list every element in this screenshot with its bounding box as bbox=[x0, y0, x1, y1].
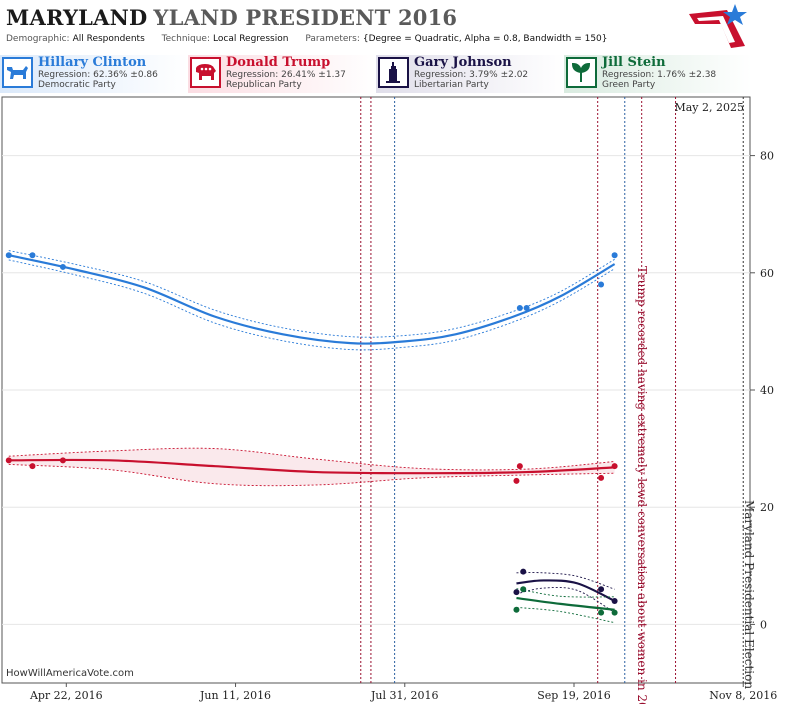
poll-point bbox=[523, 304, 530, 311]
y-tick-label: 40 bbox=[760, 384, 774, 397]
title-rest: YLAND PRESIDENT 2016 bbox=[153, 5, 458, 30]
poll-point bbox=[29, 252, 36, 259]
poll-point bbox=[59, 457, 66, 464]
param-value: Local Regression bbox=[213, 34, 289, 44]
poll-point bbox=[5, 457, 12, 464]
donkey-icon bbox=[2, 57, 33, 88]
param-key: Technique: bbox=[161, 34, 211, 44]
page-title: MARYLAND YLAND PRESIDENT 2016 bbox=[6, 5, 457, 30]
legend-item-johnson[interactable]: Gary Johnson Regression: 3.79% ±2.02 Lib… bbox=[376, 55, 564, 93]
legend-item-trump[interactable]: Donald Trump Regression: 26.41% ±1.37 Re… bbox=[188, 55, 376, 93]
poll-point bbox=[516, 463, 523, 470]
legend-regression: Regression: 3.79% ±2.02 bbox=[414, 70, 529, 80]
poll-point bbox=[611, 463, 618, 470]
poll-point bbox=[520, 568, 527, 575]
title-main: MARYLAND bbox=[6, 5, 148, 30]
y-tick-label: 80 bbox=[760, 150, 774, 163]
statue-of-liberty-icon bbox=[378, 57, 409, 88]
regression-line bbox=[8, 458, 615, 475]
poll-point bbox=[513, 606, 520, 613]
site-logo-icon bbox=[689, 4, 747, 48]
x-tick-label: Jun 11, 2016 bbox=[199, 689, 271, 702]
legend-name: Jill Stein bbox=[602, 55, 666, 70]
legend-name: Hillary Clinton bbox=[38, 55, 147, 70]
poll-point bbox=[598, 474, 605, 481]
poll-point bbox=[520, 586, 527, 593]
lower-bound-line bbox=[516, 587, 615, 614]
y-tick-label: 60 bbox=[760, 267, 774, 280]
x-tick-label: Nov 8, 2016 bbox=[709, 689, 777, 702]
legend-party: Democratic Party bbox=[38, 80, 116, 90]
lower-bound-line bbox=[8, 259, 615, 351]
event-annotation: Maryland Presidential Election bbox=[742, 500, 756, 689]
legend-party: Green Party bbox=[602, 80, 656, 90]
legend-regression: Regression: 1.76% ±2.38 bbox=[602, 70, 717, 80]
poll-point bbox=[598, 609, 605, 616]
upper-bound-line bbox=[8, 447, 615, 471]
legend-regression: Regression: 62.36% ±0.86 bbox=[38, 70, 158, 80]
lower-bound-line bbox=[8, 463, 615, 487]
parameters-line: Demographic: All Respondents Technique: Lo… bbox=[6, 34, 622, 44]
param-key: Parameters: bbox=[305, 34, 360, 44]
poll-point bbox=[59, 263, 66, 270]
param-value: {Degree = Quadratic, Alpha = 0.8, Bandwi… bbox=[362, 34, 608, 44]
poll-point bbox=[598, 281, 605, 288]
poll-point bbox=[611, 609, 618, 616]
regression-line bbox=[516, 579, 616, 602]
legend-item-stein[interactable]: Jill Stein Regression: 1.76% ±2.38 Green… bbox=[564, 55, 752, 93]
poll-point bbox=[513, 477, 520, 484]
x-tick-label: Jul 31, 2016 bbox=[370, 689, 439, 702]
current-date-label: May 2, 2025 bbox=[674, 101, 744, 114]
candidate-legend: Hillary Clinton Regression: 62.36% ±0.86… bbox=[0, 55, 789, 94]
legend-item-clinton[interactable]: Hillary Clinton Regression: 62.36% ±0.86… bbox=[0, 55, 188, 93]
poll-point bbox=[611, 597, 618, 604]
param-value: All Respondents bbox=[72, 34, 145, 44]
regression-line bbox=[8, 254, 616, 345]
regression-line bbox=[516, 596, 615, 611]
y-tick-label: 0 bbox=[760, 618, 767, 631]
legend-party: Libertarian Party bbox=[414, 80, 489, 90]
poll-point bbox=[598, 586, 605, 593]
poll-point bbox=[5, 252, 12, 259]
param-key: Demographic: bbox=[6, 34, 70, 44]
elephant-icon bbox=[190, 57, 221, 88]
lower-bound-line bbox=[516, 606, 615, 624]
leaf-icon bbox=[566, 57, 597, 88]
poll-point bbox=[611, 252, 618, 259]
legend-name: Donald Trump bbox=[226, 55, 331, 70]
legend-name: Gary Johnson bbox=[414, 55, 512, 70]
y-tick-label: 20 bbox=[760, 501, 774, 514]
legend-party: Republican Party bbox=[226, 80, 302, 90]
poll-point bbox=[513, 589, 520, 596]
event-annotation: Trump recorded having extremely lewd con… bbox=[635, 266, 649, 704]
poll-point bbox=[29, 463, 36, 470]
legend-regression: Regression: 26.41% ±1.37 bbox=[226, 70, 346, 80]
poll-point bbox=[516, 304, 523, 311]
x-tick-label: Sep 19, 2016 bbox=[537, 689, 611, 702]
watermark-text: HowWillAmericaVote.com bbox=[6, 668, 134, 679]
x-tick-label: Apr 22, 2016 bbox=[29, 689, 103, 702]
